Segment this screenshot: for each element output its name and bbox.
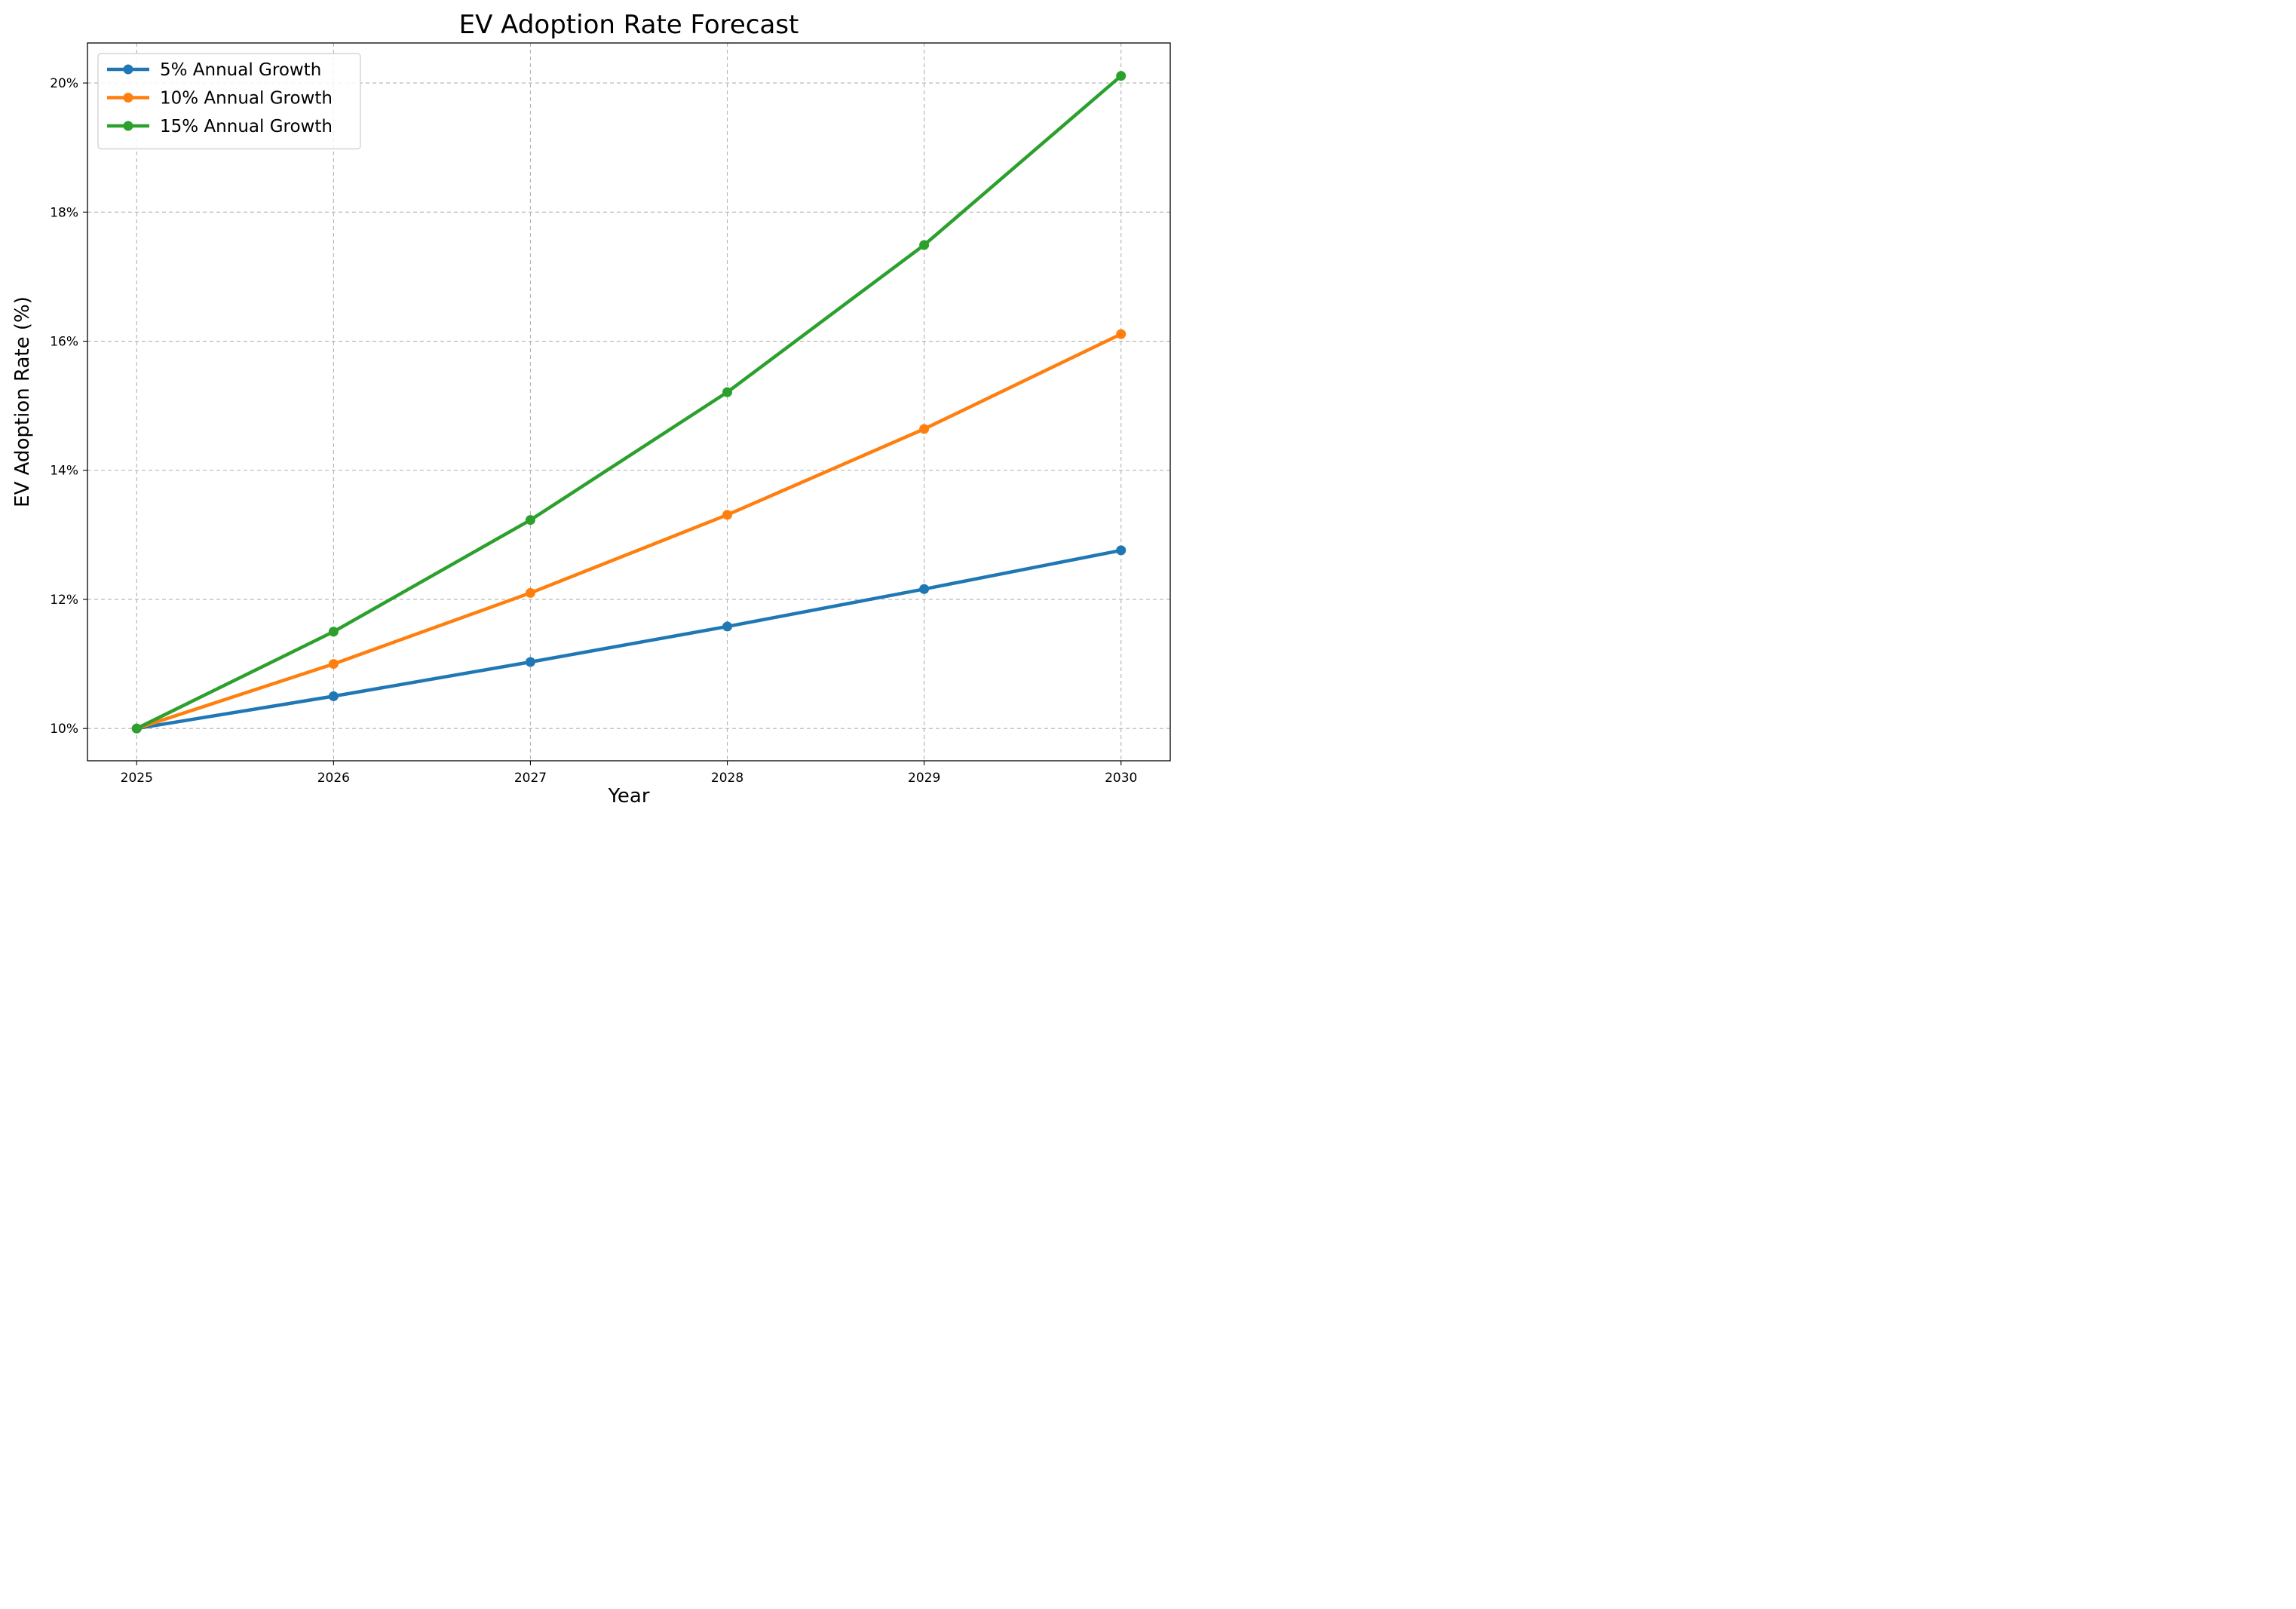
legend-item: 10% Annual Growth: [107, 89, 333, 109]
series-line: [135, 548, 1123, 731]
data-point: [525, 657, 535, 667]
x-tick-label: 2029: [908, 771, 940, 786]
grid: [87, 43, 1170, 761]
data-point: [328, 659, 339, 670]
data-point: [722, 387, 733, 397]
legend-item: 5% Annual Growth: [107, 60, 321, 80]
data-point: [328, 691, 339, 701]
x-tick-label: 2026: [317, 771, 350, 786]
data-point: [1116, 71, 1127, 81]
legend: 5% Annual Growth 10% Annual Growth 15% Ann…: [97, 53, 361, 150]
data-point: [525, 587, 535, 598]
series-line: [135, 74, 1123, 731]
data-point: [131, 723, 142, 734]
legend-swatch-marker: [123, 121, 133, 131]
data-point: [525, 515, 535, 526]
y-tick-label: 20%: [50, 76, 78, 91]
y-axis-label: EV Adoption Rate (%): [11, 296, 34, 507]
y-tick-label: 18%: [50, 205, 78, 220]
x-axis-ticks: 2025 2026 2027 2028 2029 2030: [121, 761, 1137, 786]
series-1: [131, 545, 1127, 734]
legend-swatch-marker: [123, 93, 133, 103]
x-tick-label: 2025: [121, 771, 153, 786]
legend-box: [97, 53, 361, 150]
data-point: [919, 240, 930, 250]
legend-label: 10% Annual Growth: [160, 89, 333, 109]
legend-label: 15% Annual Growth: [160, 117, 333, 136]
data-point: [919, 424, 930, 434]
series-line: [135, 332, 1123, 731]
data-point: [919, 584, 930, 594]
data-point: [722, 621, 733, 632]
plot-area-frame: [87, 42, 1171, 762]
x-tick-label: 2027: [514, 771, 547, 786]
legend-item: 15% Annual Growth: [107, 117, 333, 136]
series-layer: [131, 71, 1127, 734]
data-point: [1116, 329, 1127, 339]
data-point: [1116, 545, 1127, 556]
x-tick-label: 2030: [1105, 771, 1137, 786]
data-point: [328, 627, 339, 637]
y-tick-label: 12%: [50, 593, 78, 608]
x-tick-label: 2028: [711, 771, 743, 786]
y-axis-ticks: 10% 12% 14% 16% 18% 20%: [50, 76, 87, 737]
x-axis-label: Year: [607, 785, 649, 804]
chart-title: EV Adoption Rate Forecast: [459, 10, 799, 40]
y-tick-label: 16%: [50, 335, 78, 350]
data-point: [722, 510, 733, 520]
legend-swatch-marker: [123, 64, 133, 75]
legend-label: 5% Annual Growth: [160, 60, 321, 80]
y-tick-label: 14%: [50, 464, 78, 479]
y-tick-label: 10%: [50, 722, 78, 737]
series-3: [131, 71, 1127, 734]
chart: EV Adoption Rate Forecast 2025 2026 2027 20…: [0, 0, 1182, 804]
